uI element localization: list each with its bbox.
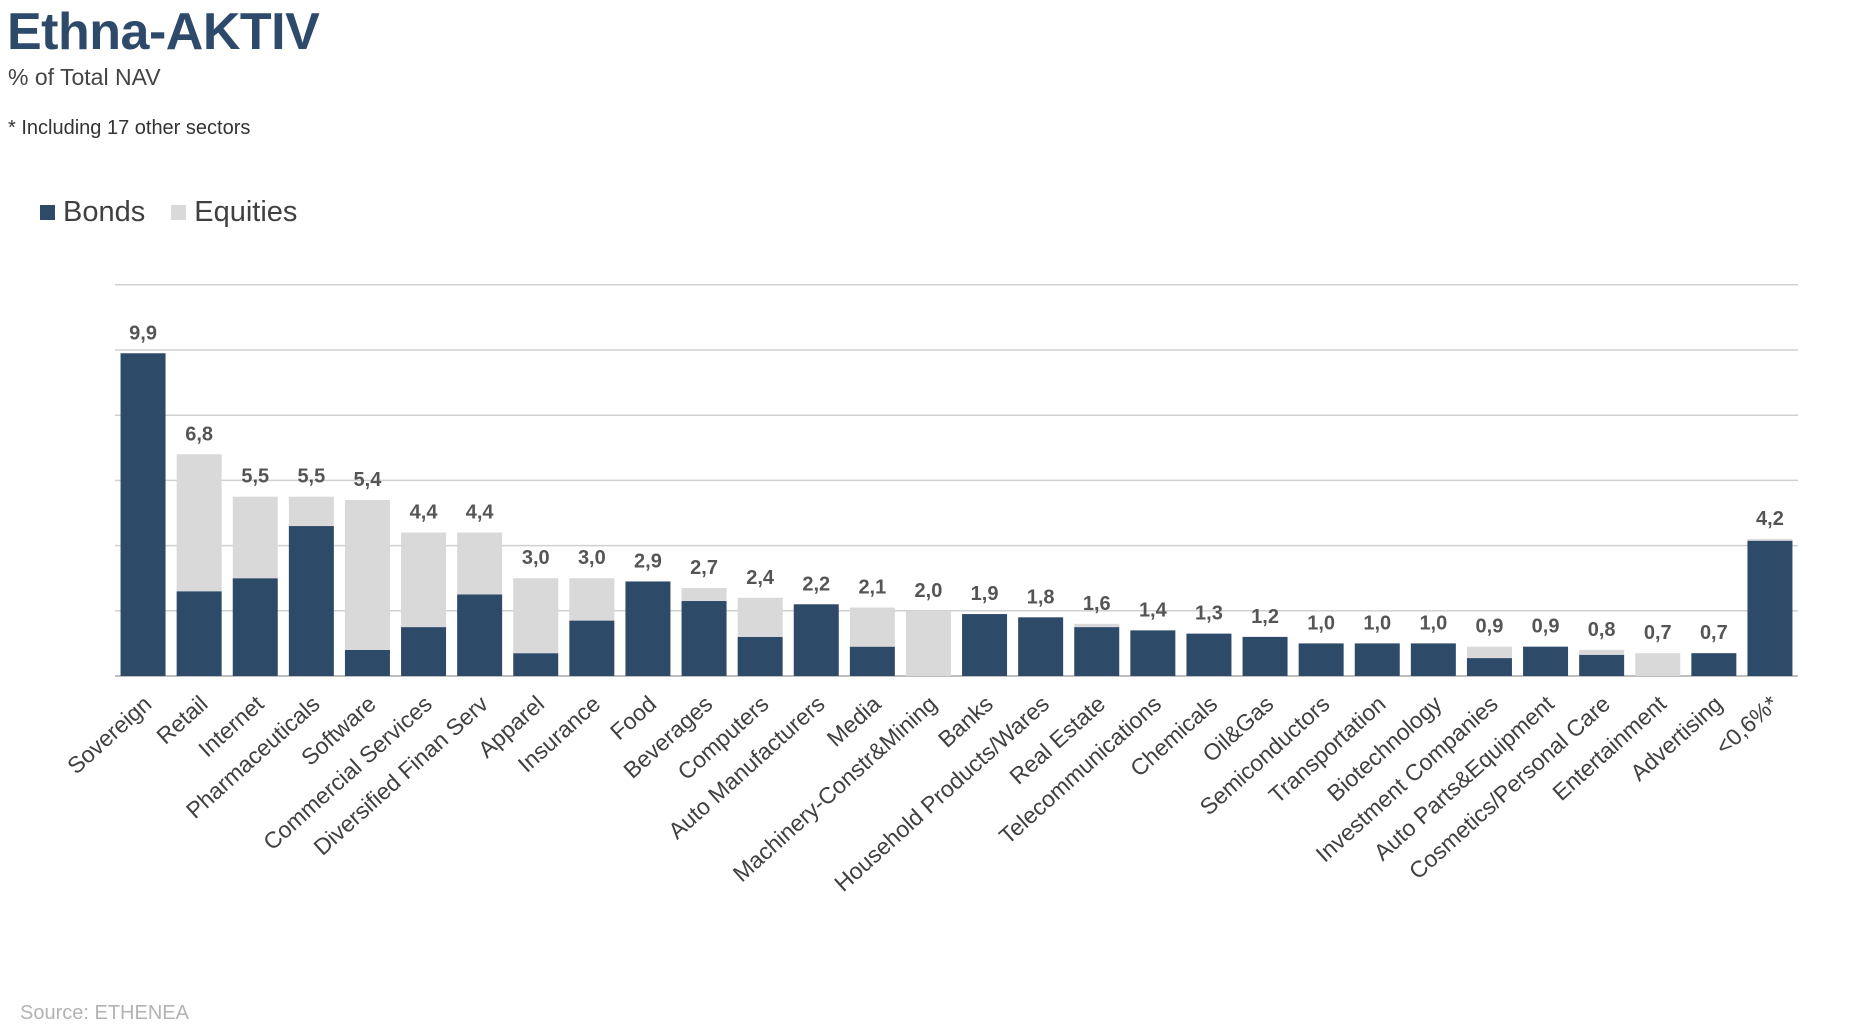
bar-bonds [1018,617,1064,676]
bar-equities [569,578,615,621]
bar-bonds [569,620,615,676]
data-label: 2,4 [746,567,775,589]
bar-bonds [1466,658,1512,676]
bar-bonds [176,591,222,676]
bar-equities [1466,646,1512,659]
bar-equities [1747,539,1793,541]
bar-equities [176,454,222,592]
bar-equities [1579,649,1625,655]
bar-bonds [625,581,671,676]
bar-bonds [344,649,390,676]
data-label: 4,4 [410,502,439,524]
bar-equities [737,597,783,637]
data-label: 4,2 [1756,508,1784,530]
data-label: 6,8 [185,423,213,445]
bar-equities [905,610,951,676]
data-label: 3,0 [578,547,606,569]
chart-title: Ethna-AKTIV [7,3,320,61]
bar-equities [513,578,559,654]
legend-item-equities: Equities [171,196,297,229]
data-label: 0,7 [1644,622,1672,644]
data-label: 1,4 [1139,599,1168,621]
legend-swatch-bonds [40,205,55,220]
data-label: 1,6 [1083,593,1111,615]
data-label: 0,8 [1588,619,1616,641]
data-label: 5,5 [241,466,269,488]
data-label: 4,4 [466,502,495,524]
data-label: 1,8 [1027,586,1055,608]
bar-equities [849,607,895,647]
data-label: 1,0 [1363,612,1391,634]
data-label: 2,1 [858,577,886,599]
bar-bonds [513,653,559,676]
data-label: 2,7 [690,557,718,579]
data-label: 2,9 [634,550,662,572]
data-label: 1,2 [1251,606,1279,628]
chart-footnote: * Including 17 other sectors [8,117,251,139]
data-label: 3,0 [522,547,550,569]
bar-bonds [1298,643,1344,676]
bar-equities [457,532,503,595]
data-label: 9,9 [129,322,157,344]
chart-subtitle: % of Total NAV [8,64,161,90]
bar-bonds [120,353,166,676]
bar-bonds [288,526,334,676]
legend: Bonds Equities [40,196,323,229]
bar-bonds [1186,633,1232,676]
bar-bonds [457,594,503,676]
x-tick-label: Sovereign [62,690,156,779]
bar-bonds [1130,630,1176,676]
bar-equities [232,496,278,579]
data-label: 1,0 [1419,612,1447,634]
bar-equities [681,587,727,602]
bar-equities [1074,623,1120,628]
bar-equities [1635,653,1681,676]
bar-bonds [793,604,839,676]
bar-bonds [1691,653,1737,676]
bar-equities [288,496,334,527]
data-label: 2,2 [802,573,830,595]
bar-bonds [1747,540,1793,676]
bar-bonds [962,614,1008,676]
bar-bonds [1523,646,1569,676]
legend-swatch-equities [171,205,187,220]
legend-item-bonds: Bonds [40,196,145,229]
data-label: 5,5 [297,466,325,488]
data-label: 1,9 [971,583,999,605]
bar-equities [344,499,390,650]
x-tick-label: <0,6%* [1710,690,1783,759]
legend-label-equities: Equities [194,196,298,228]
bar-bonds [232,578,278,676]
bar-bonds [401,627,447,676]
data-label: 1,3 [1195,603,1223,625]
data-label: 0,9 [1532,616,1560,638]
bar-bonds [849,646,895,676]
data-label: 5,4 [354,469,383,491]
bar-bonds [737,636,783,676]
legend-label-bonds: Bonds [63,196,146,228]
bar-bonds [1074,627,1120,676]
bar-bonds [1354,643,1400,676]
data-label: 0,9 [1476,616,1504,638]
bar-bonds [681,601,727,676]
bar-bonds [1242,636,1288,676]
data-label: 2,0 [915,580,943,602]
data-label: 0,7 [1700,622,1728,644]
bar-bonds [1579,654,1625,676]
source-note: Source: ETHENEA [20,1002,189,1024]
bar-equities [401,532,447,628]
data-label: 1,0 [1307,612,1335,634]
bar-bonds [1410,643,1456,676]
